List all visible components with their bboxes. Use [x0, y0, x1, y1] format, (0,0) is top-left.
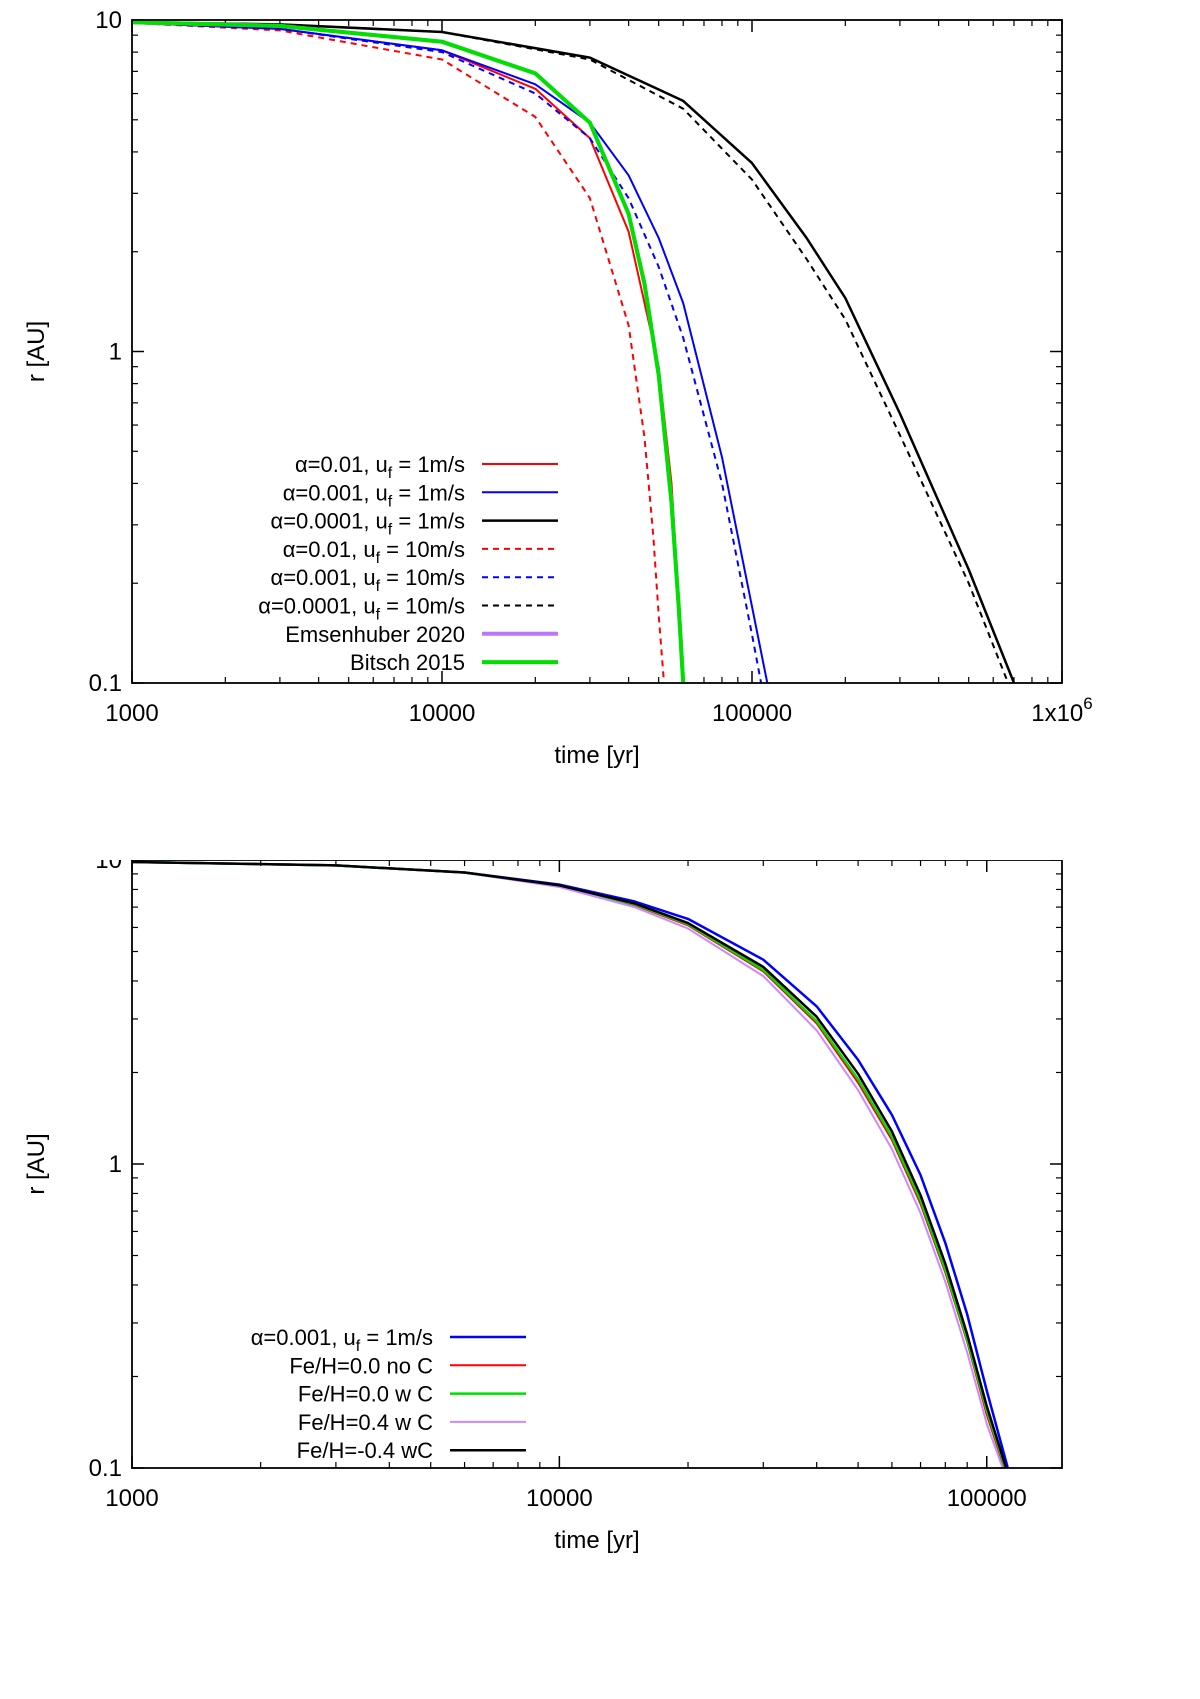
- y-tick-label: 0.1: [89, 670, 122, 697]
- legend-label: α=0.0001, uf​ = 10m/s: [258, 594, 465, 624]
- x-tick-label: 1000: [105, 1485, 158, 1512]
- x-axis-label: time [yr]: [554, 1527, 639, 1554]
- y-tick-label: 10: [95, 7, 122, 34]
- y-axis-label: r [AU]: [23, 321, 50, 382]
- x-axis-label: time [yr]: [554, 742, 639, 769]
- legend-label: Fe/H=-0.4 wC: [297, 1438, 433, 1463]
- plot-area: [132, 860, 1010, 1468]
- legend: α=0.001, uf​ = 1m/sFe/H=0.0 no C Fe/H=0.0…: [251, 1325, 526, 1463]
- legend-label: Fe/H=0.0 w C: [298, 1382, 433, 1407]
- y-tick-label: 1: [109, 1151, 122, 1178]
- legend-label: α=0.001, uf​ = 1m/s: [283, 480, 465, 510]
- plot-area: [132, 20, 1016, 683]
- series-line-4: [132, 860, 1008, 1468]
- legend-label: Fe/H=0.0 no C: [289, 1353, 433, 1378]
- chart-bottom: 1000 10000 100000 0.1 1 10 time [yr] r [AU] α=0.…: [23, 860, 1063, 1554]
- y-tick-label: 0.1: [89, 1455, 122, 1482]
- legend-label: Fe/H=0.4 w C: [298, 1410, 433, 1435]
- legend-label: α=0.0001, uf​ = 1m/s: [270, 509, 465, 539]
- plot-frame: [131, 19, 1063, 684]
- x-tick-label: 100000: [947, 1485, 1027, 1512]
- series-line-1: [132, 21, 769, 683]
- x-tick-label: 10000: [409, 700, 476, 727]
- x-tick-label: 100000: [712, 700, 792, 727]
- legend-label: α=0.01, uf​ = 10m/s: [283, 537, 465, 567]
- series-line-7: [132, 20, 686, 683]
- series-line-4: [132, 21, 763, 683]
- series-line-2: [132, 20, 1016, 683]
- legend-label: Emsenhuber 2020: [285, 622, 465, 647]
- series-line-5: [132, 21, 1010, 683]
- legend-label: α=0.01, uf​ = 1m/s: [295, 452, 465, 482]
- x-tick-label: 1000: [105, 700, 158, 727]
- series-line-2: [132, 860, 1007, 1468]
- legend-label: Bitsch 2015: [350, 650, 465, 675]
- legend-label: α=0.001, uf​ = 10m/s: [270, 565, 465, 595]
- legend-label: α=0.001, uf​ = 1m/s: [251, 1325, 433, 1355]
- x-tick-label: 1x106​: [1031, 694, 1093, 727]
- plot-frame: [131, 860, 1063, 1469]
- series-line-1: [132, 861, 1006, 1468]
- series-line-3: [132, 861, 1004, 1468]
- legend: α=0.01, uf​ = 1m/sα=0.001, uf​ = 1m/sα=0…: [258, 452, 558, 675]
- series-line-0: [132, 860, 1010, 1468]
- x-tick-label: 10000: [526, 1485, 593, 1512]
- y-tick-label: 10: [95, 860, 122, 874]
- y-axis-label: r [AU]: [23, 1133, 50, 1194]
- chart-top: 1000 10000 100000 1x106​ 0.1 1 10 time [yr] r [A…: [23, 7, 1093, 769]
- series-line-3: [132, 21, 665, 683]
- y-tick-label: 1: [109, 339, 122, 366]
